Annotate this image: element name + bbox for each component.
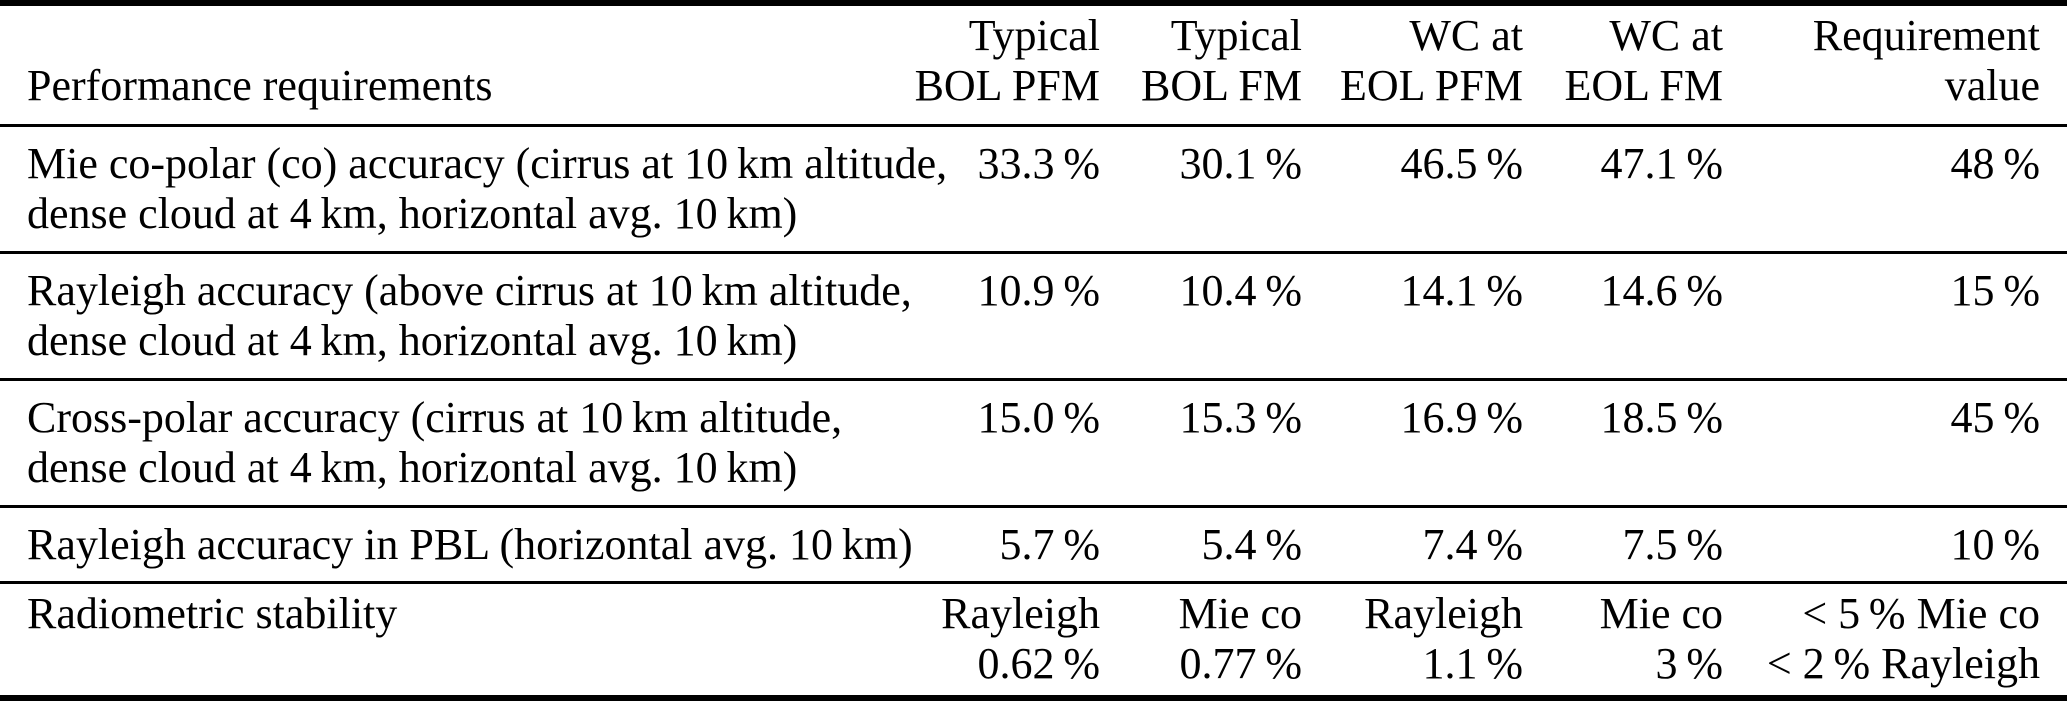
value-cell: 5.7 % <box>999 520 1100 569</box>
value-cell: 10.4 % <box>1179 266 1302 315</box>
stability-channel-label: Mie co <box>1599 589 1723 638</box>
header-line: value <box>1944 61 2040 110</box>
row-label-line: dense cloud at 4 km, horizontal avg. 10 … <box>27 316 798 365</box>
table-body: Mie co-polar (co) accuracy (cirrus at 10… <box>0 125 2067 699</box>
requirement-value-cell: 15 % <box>1950 266 2040 315</box>
stability-channel-label: Mie co <box>1178 589 1302 638</box>
value-cell: 33.3 % <box>977 139 1100 188</box>
value-cell: 5.4 % <box>1201 520 1302 569</box>
header-row: Performance requirements Typical BOL PFM… <box>0 3 2067 126</box>
row-rayleigh-accuracy-pbl: Rayleigh accuracy in PBL (horizontal avg… <box>0 506 2067 583</box>
row-label-cell: Cross-polar accuracy (cirrus at 10 km al… <box>0 380 880 507</box>
stability-requirement-line: < 5 % Mie co <box>1802 589 2040 638</box>
row-label-line: Radiometric stability <box>27 589 398 638</box>
row-label-line: dense cloud at 4 km, horizontal avg. 10 … <box>27 443 798 492</box>
value-cell: Mie co 0.77 % <box>1100 583 1302 699</box>
requirement-value-cell: < 5 % Mie co < 2 % Rayleigh <box>1723 583 2067 699</box>
row-label-line: Rayleigh accuracy in PBL (horizontal avg… <box>27 520 913 569</box>
value-cell: 7.5 % <box>1622 520 1723 569</box>
header-line: BOL PFM <box>914 61 1100 110</box>
value-cell: Rayleigh 1.1 % <box>1302 583 1523 699</box>
row-label-cell: Mie co-polar (co) accuracy (cirrus at 10… <box>0 126 948 253</box>
value-cell: 46.5 % <box>1400 139 1523 188</box>
header-typical-bol-fm: Typical BOL FM <box>1100 3 1302 126</box>
header-line: Typical <box>1170 11 1302 60</box>
value-cell: 15.0 % <box>977 393 1100 442</box>
header-performance-requirements: Performance requirements <box>0 3 880 126</box>
value-cell: 30.1 % <box>1179 139 1302 188</box>
row-label-cell: Radiometric stability <box>0 583 880 699</box>
row-rayleigh-accuracy: Rayleigh accuracy (above cirrus at 10 km… <box>0 252 2067 380</box>
value-cell: 16.9 % <box>1400 393 1523 442</box>
header-line: BOL FM <box>1141 61 1302 110</box>
requirement-value-cell: 48 % <box>1950 139 2040 188</box>
row-mie-co-polar-accuracy: Mie co-polar (co) accuracy (cirrus at 10… <box>0 125 2067 253</box>
header-line: WC at <box>1409 11 1523 60</box>
requirement-value-cell: 10 % <box>1950 520 2040 569</box>
header-requirement-value: Requirement value <box>1723 3 2067 126</box>
header-line: EOL FM <box>1564 61 1724 110</box>
header-line: WC at <box>1609 11 1723 60</box>
value-cell: 18.5 % <box>1600 393 1723 442</box>
stability-requirement-line: < 2 % Rayleigh <box>1766 639 2040 688</box>
row-label-line: Cross-polar accuracy (cirrus at 10 km al… <box>27 393 843 442</box>
row-label-line: Rayleigh accuracy (above cirrus at 10 km… <box>27 266 912 315</box>
value-cell: 47.1 % <box>1600 139 1723 188</box>
row-label-cell: Rayleigh accuracy (above cirrus at 10 km… <box>0 253 912 380</box>
row-label-line: dense cloud at 4 km, horizontal avg. 10 … <box>27 189 798 238</box>
row-radiometric-stability: Radiometric stability Rayleigh 0.62 % Mi… <box>0 582 2067 699</box>
stability-value: 1.1 % <box>1422 639 1523 688</box>
stability-value: 3 % <box>1655 639 1723 688</box>
value-cell: 14.1 % <box>1400 266 1523 315</box>
stability-value: 0.62 % <box>977 639 1100 688</box>
value-cell: Mie co 3 % <box>1523 583 1723 699</box>
header-line: EOL PFM <box>1340 61 1523 110</box>
header-line: Typical <box>968 11 1100 60</box>
row-label-cell: Rayleigh accuracy in PBL (horizontal avg… <box>0 507 913 583</box>
header-wc-eol-pfm: WC at EOL PFM <box>1302 3 1523 126</box>
row-cross-polar-accuracy: Cross-polar accuracy (cirrus at 10 km al… <box>0 379 2067 507</box>
header-line: Performance requirements <box>27 61 493 110</box>
value-cell: 14.6 % <box>1600 266 1723 315</box>
value-cell: Rayleigh 0.62 % <box>880 583 1100 699</box>
stability-value: 0.77 % <box>1179 639 1302 688</box>
header-typical-bol-pfm: Typical BOL PFM <box>880 3 1100 126</box>
stability-channel-label: Rayleigh <box>1364 589 1523 638</box>
header-line: Requirement <box>1812 11 2040 60</box>
value-cell: 15.3 % <box>1179 393 1302 442</box>
row-label-line: Mie co-polar (co) accuracy (cirrus at 10… <box>27 139 948 188</box>
value-cell: 7.4 % <box>1422 520 1523 569</box>
requirement-value-cell: 45 % <box>1950 393 2040 442</box>
table-header: Performance requirements Typical BOL PFM… <box>0 3 2067 126</box>
stability-channel-label: Rayleigh <box>941 589 1100 638</box>
header-wc-eol-fm: WC at EOL FM <box>1523 3 1724 126</box>
value-cell: 10.9 % <box>977 266 1100 315</box>
